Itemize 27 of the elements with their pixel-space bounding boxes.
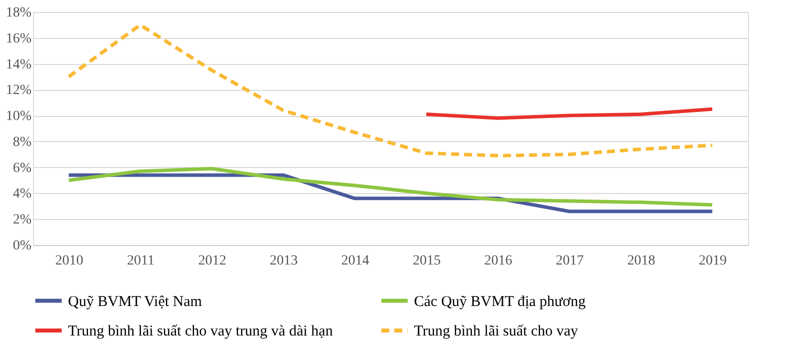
x-tick-label: 2019 — [698, 254, 727, 268]
y-tick-label: 0% — [12, 238, 32, 254]
y-tick-label: 14% — [6, 57, 32, 72]
legend-label: Các Quỹ BVMT địa phương — [414, 294, 586, 310]
line-series — [67, 23, 714, 158]
y-tick-label: 12% — [6, 83, 32, 98]
x-tick-label: 2018 — [627, 254, 656, 268]
x-tick-label: 2013 — [270, 254, 298, 268]
x-tick-label: 2015 — [412, 254, 441, 268]
line-series — [67, 166, 714, 207]
y-tick-label: 16% — [6, 31, 32, 46]
x-tick-label: 2016 — [484, 254, 512, 268]
y-tick-label: 4% — [12, 186, 32, 202]
line-series — [424, 107, 714, 120]
x-tick-label: 2010 — [55, 254, 84, 268]
legend-label: Quỹ BVMT Việt Nam — [68, 294, 202, 310]
legend-label: Trung bình lãi suất cho vay trung và dài hạn — [68, 324, 334, 340]
x-tick-label: 2017 — [556, 254, 584, 268]
x-tick-label: 2011 — [127, 254, 154, 268]
y-tick-label: 18% — [6, 6, 32, 20]
legend-label: Trung bình lãi suất cho vay — [414, 324, 579, 340]
y-tick-label: 6% — [12, 160, 32, 176]
y-tick-label: 8% — [12, 134, 32, 150]
y-tick-label: 10% — [6, 109, 32, 124]
y-tick-label: 2% — [12, 212, 32, 228]
x-tick-label: 2014 — [341, 254, 370, 268]
x-tick-label: 2012 — [198, 254, 226, 268]
